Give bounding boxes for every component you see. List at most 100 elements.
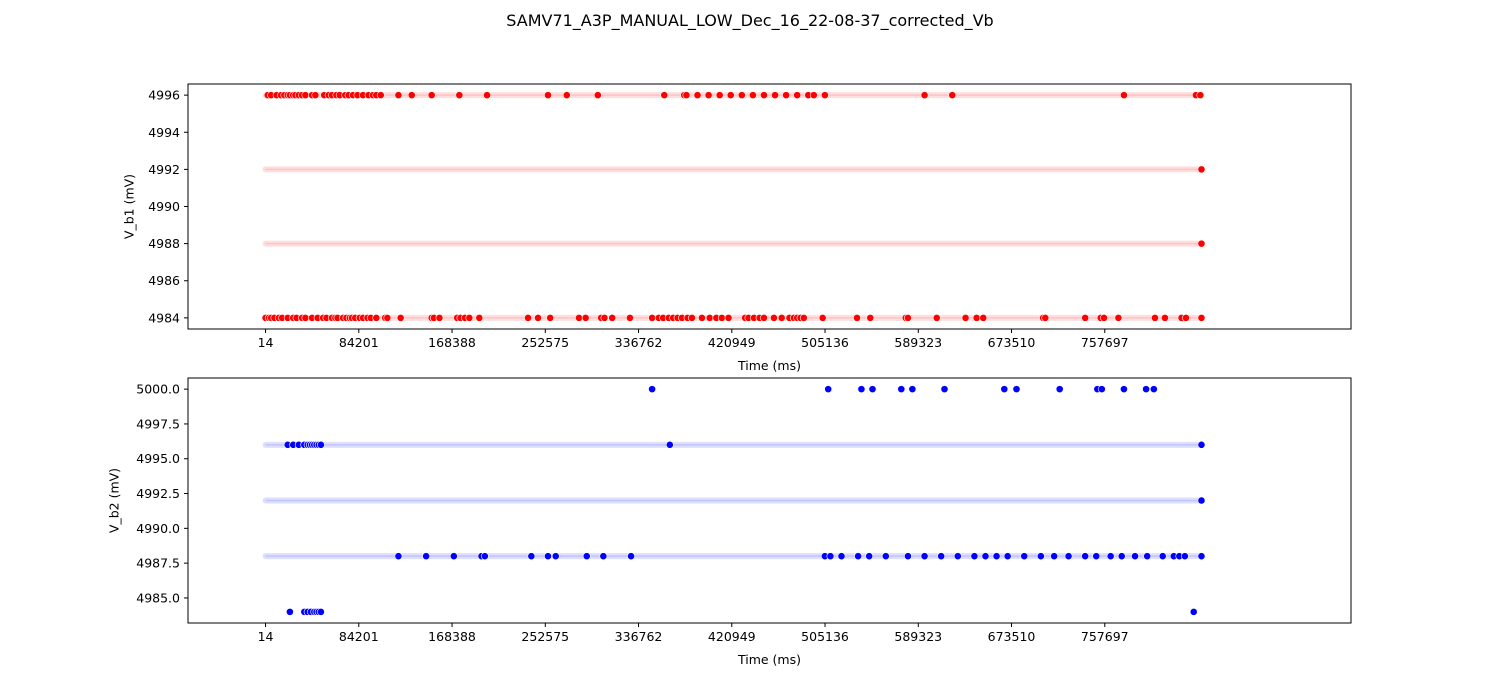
chart2-point-0-6 (940, 385, 949, 394)
chart1-point-0-27 (376, 91, 385, 100)
chart1-point-0-29 (407, 91, 416, 100)
chart2-point-0-12 (1120, 385, 1128, 394)
chart2-point-0-5 (908, 385, 917, 394)
chart2-xlabel: Time (ms) (737, 652, 801, 667)
chart1-point-3-81 (972, 313, 981, 322)
chart2-point-3-8 (582, 552, 591, 561)
chart1-point-3-47 (626, 313, 634, 322)
chart2-point-3-1 (422, 552, 431, 561)
chart2-point-3-16 (881, 552, 890, 561)
chart1-ytick-label-3: 4990 (148, 199, 180, 214)
chart1-point-0-33 (544, 91, 552, 100)
chart1-point-3-60 (717, 313, 726, 322)
chart2-point-3-14 (854, 552, 863, 561)
chart2-point-3-25 (1020, 552, 1029, 561)
chart2-point-3-10 (627, 552, 635, 561)
chart1-point-3-67 (770, 313, 778, 322)
chart2-xtick-label-7: 589323 (894, 629, 942, 644)
chart2-point-3-9 (599, 552, 608, 561)
chart1-ytick-label-0: 4984 (148, 310, 180, 325)
chart2-point-3-23 (992, 552, 1001, 561)
chart2-point-3-5 (527, 552, 536, 561)
chart2-point-3-38 (1180, 552, 1189, 561)
chart1-point-3-66 (760, 313, 768, 322)
chart1-point-0-46 (771, 91, 779, 100)
chart1-point-3-79 (932, 313, 941, 322)
chart2-point-3-24 (1003, 552, 1012, 561)
chart1-point-0-31 (455, 91, 464, 100)
chart1-point-3-46 (608, 313, 617, 322)
chart1-point-3-56 (688, 313, 696, 322)
chart1-ytick-label-4: 4992 (148, 162, 180, 177)
chart1-point-0-43 (737, 91, 746, 100)
chart1-frame (187, 83, 1352, 330)
chart1-point-3-33 (435, 313, 444, 322)
chart1-xtick-label-7: 589323 (894, 335, 942, 350)
chart1-ytick-label-6: 4996 (148, 88, 180, 103)
chart2-point-1-10 (317, 440, 325, 449)
chart1-point-1-0 (1197, 165, 1206, 174)
chart2-point-0-8 (1012, 385, 1021, 394)
chart1-xtick-label-6: 505136 (801, 335, 849, 350)
chart1-point-3-74 (818, 313, 827, 322)
chart1-point-3-10 (301, 313, 310, 322)
chart2-ytick-label-1: 4987.5 (136, 556, 180, 571)
chart2-ytick-label-0: 4985.0 (136, 590, 180, 605)
chart2-point-2-0 (1197, 496, 1206, 505)
chart2-xtick-label-6: 505136 (801, 629, 849, 644)
chart1-point-3-90 (1161, 313, 1169, 322)
chart2-point-3-15 (865, 552, 874, 561)
chart2-point-4-7 (317, 607, 325, 616)
chart1-point-0-47 (782, 91, 791, 100)
chart2-xtick-label-2: 168388 (428, 629, 476, 644)
chart2-point-1-12 (1197, 440, 1206, 449)
chart1-point-0-38 (682, 91, 691, 100)
chart2-point-0-4 (897, 385, 906, 394)
chart2-point-3-7 (551, 552, 560, 561)
chart1-ylabel: V_b1 (mV) (122, 174, 137, 239)
chart2-point-3-2 (449, 552, 458, 561)
chart1-point-3-37 (465, 313, 474, 322)
chart1-ytick-label-1: 4986 (148, 273, 180, 288)
chart2-point-3-12 (826, 552, 835, 561)
chart1-xtick-label-9: 757697 (1081, 335, 1129, 350)
chart2-point-0-0 (648, 385, 656, 394)
chart1-point-3-41 (546, 313, 555, 322)
chart1-point-3-89 (1151, 313, 1159, 322)
chart2-xtick-label-9: 757697 (1081, 629, 1129, 644)
chart2-point-3-35 (1158, 552, 1167, 561)
chart2-point-3-28 (1064, 552, 1073, 561)
chart2-xtick-label-5: 420949 (708, 629, 756, 644)
chart2-point-3-26 (1036, 552, 1045, 561)
figure-title: SAMV71_A3P_MANUAL_LOW_Dec_16_22-08-37_co… (506, 11, 994, 30)
chart1-point-3-27 (372, 313, 381, 322)
chart2: 14 84201 168388 252575 336762 420949 505136 589… (106, 377, 1352, 667)
chart2-point-0-11 (1097, 385, 1106, 394)
chart1-point-0-51 (820, 91, 829, 100)
chart2-point-3-39 (1197, 552, 1206, 561)
chart1-point-0-41 (715, 91, 724, 100)
chart1-point-3-39 (524, 313, 532, 322)
chart1-point-3-68 (777, 313, 786, 322)
chart1-point-3-43 (581, 313, 590, 322)
chart1-point-3-45 (600, 313, 609, 322)
chart2-xtick-label-0: 14 (258, 629, 274, 644)
chart1-point-0-50 (809, 91, 818, 100)
chart2-xtick-label-8: 673510 (988, 629, 1036, 644)
chart1-ytick-label-2: 4988 (148, 236, 180, 251)
chart2-ylabel: V_b2 (mV) (106, 468, 121, 533)
chart1-point-3-38 (475, 313, 484, 322)
chart2-point-3-22 (981, 552, 990, 561)
chart2-xtick-label-1: 84201 (339, 629, 379, 644)
chart1-point-3-82 (979, 313, 988, 322)
chart2-point-3-19 (937, 552, 946, 561)
chart2-frame (187, 377, 1352, 624)
chart2-ytick-label-4: 4995.0 (136, 451, 180, 466)
chart2-point-3-32 (1117, 552, 1126, 561)
chart2-ytick-label-5: 4997.5 (136, 416, 180, 431)
chart1-point-3-92 (1182, 313, 1190, 322)
chart1-point-0-48 (793, 91, 802, 100)
chart2-point-3-6 (544, 552, 552, 561)
